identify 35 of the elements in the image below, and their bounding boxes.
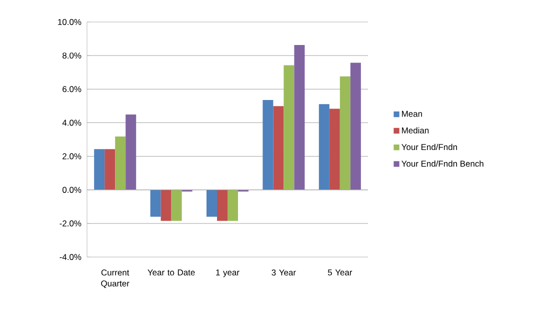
y-tick-label: 4.0% <box>62 120 82 126</box>
bar <box>126 114 136 190</box>
bar <box>171 190 182 221</box>
legend-label: Your End/Fndn <box>402 144 457 150</box>
bar <box>206 190 217 217</box>
bar <box>94 149 105 190</box>
bar <box>115 136 126 190</box>
y-tick-label: -4.0% <box>60 254 82 260</box>
bar <box>318 104 330 190</box>
y-tick-label: 2.0% <box>62 153 82 160</box>
x-tick-label: Current Quarter <box>101 270 130 288</box>
legend-label: Your End/Fndn Bench <box>402 160 484 167</box>
y-tick-label: 6.0% <box>62 86 82 92</box>
bar <box>104 149 116 190</box>
bar <box>350 62 361 190</box>
x-tick-label: 1 year <box>216 270 240 278</box>
legend-label: Median <box>402 127 429 134</box>
legend-label: Mean <box>402 110 422 117</box>
x-tick-label: 3 Year <box>272 270 296 276</box>
bar <box>294 44 305 190</box>
bar <box>160 190 172 221</box>
x-tick-label: 5 Year <box>328 270 352 276</box>
y-tick-label: 8.0% <box>62 52 82 59</box>
x-tick-label: Year to Date <box>148 270 195 276</box>
bar <box>262 100 274 190</box>
bar <box>217 190 228 221</box>
bar <box>273 106 284 190</box>
y-tick-label: 10.0% <box>58 19 82 25</box>
bar <box>150 190 161 217</box>
y-tick-label: 0.0% <box>62 186 82 193</box>
bar <box>228 190 238 221</box>
bar <box>284 65 294 190</box>
y-tick-label: -2.0% <box>60 220 82 226</box>
bar <box>340 76 350 190</box>
bar <box>329 108 340 190</box>
